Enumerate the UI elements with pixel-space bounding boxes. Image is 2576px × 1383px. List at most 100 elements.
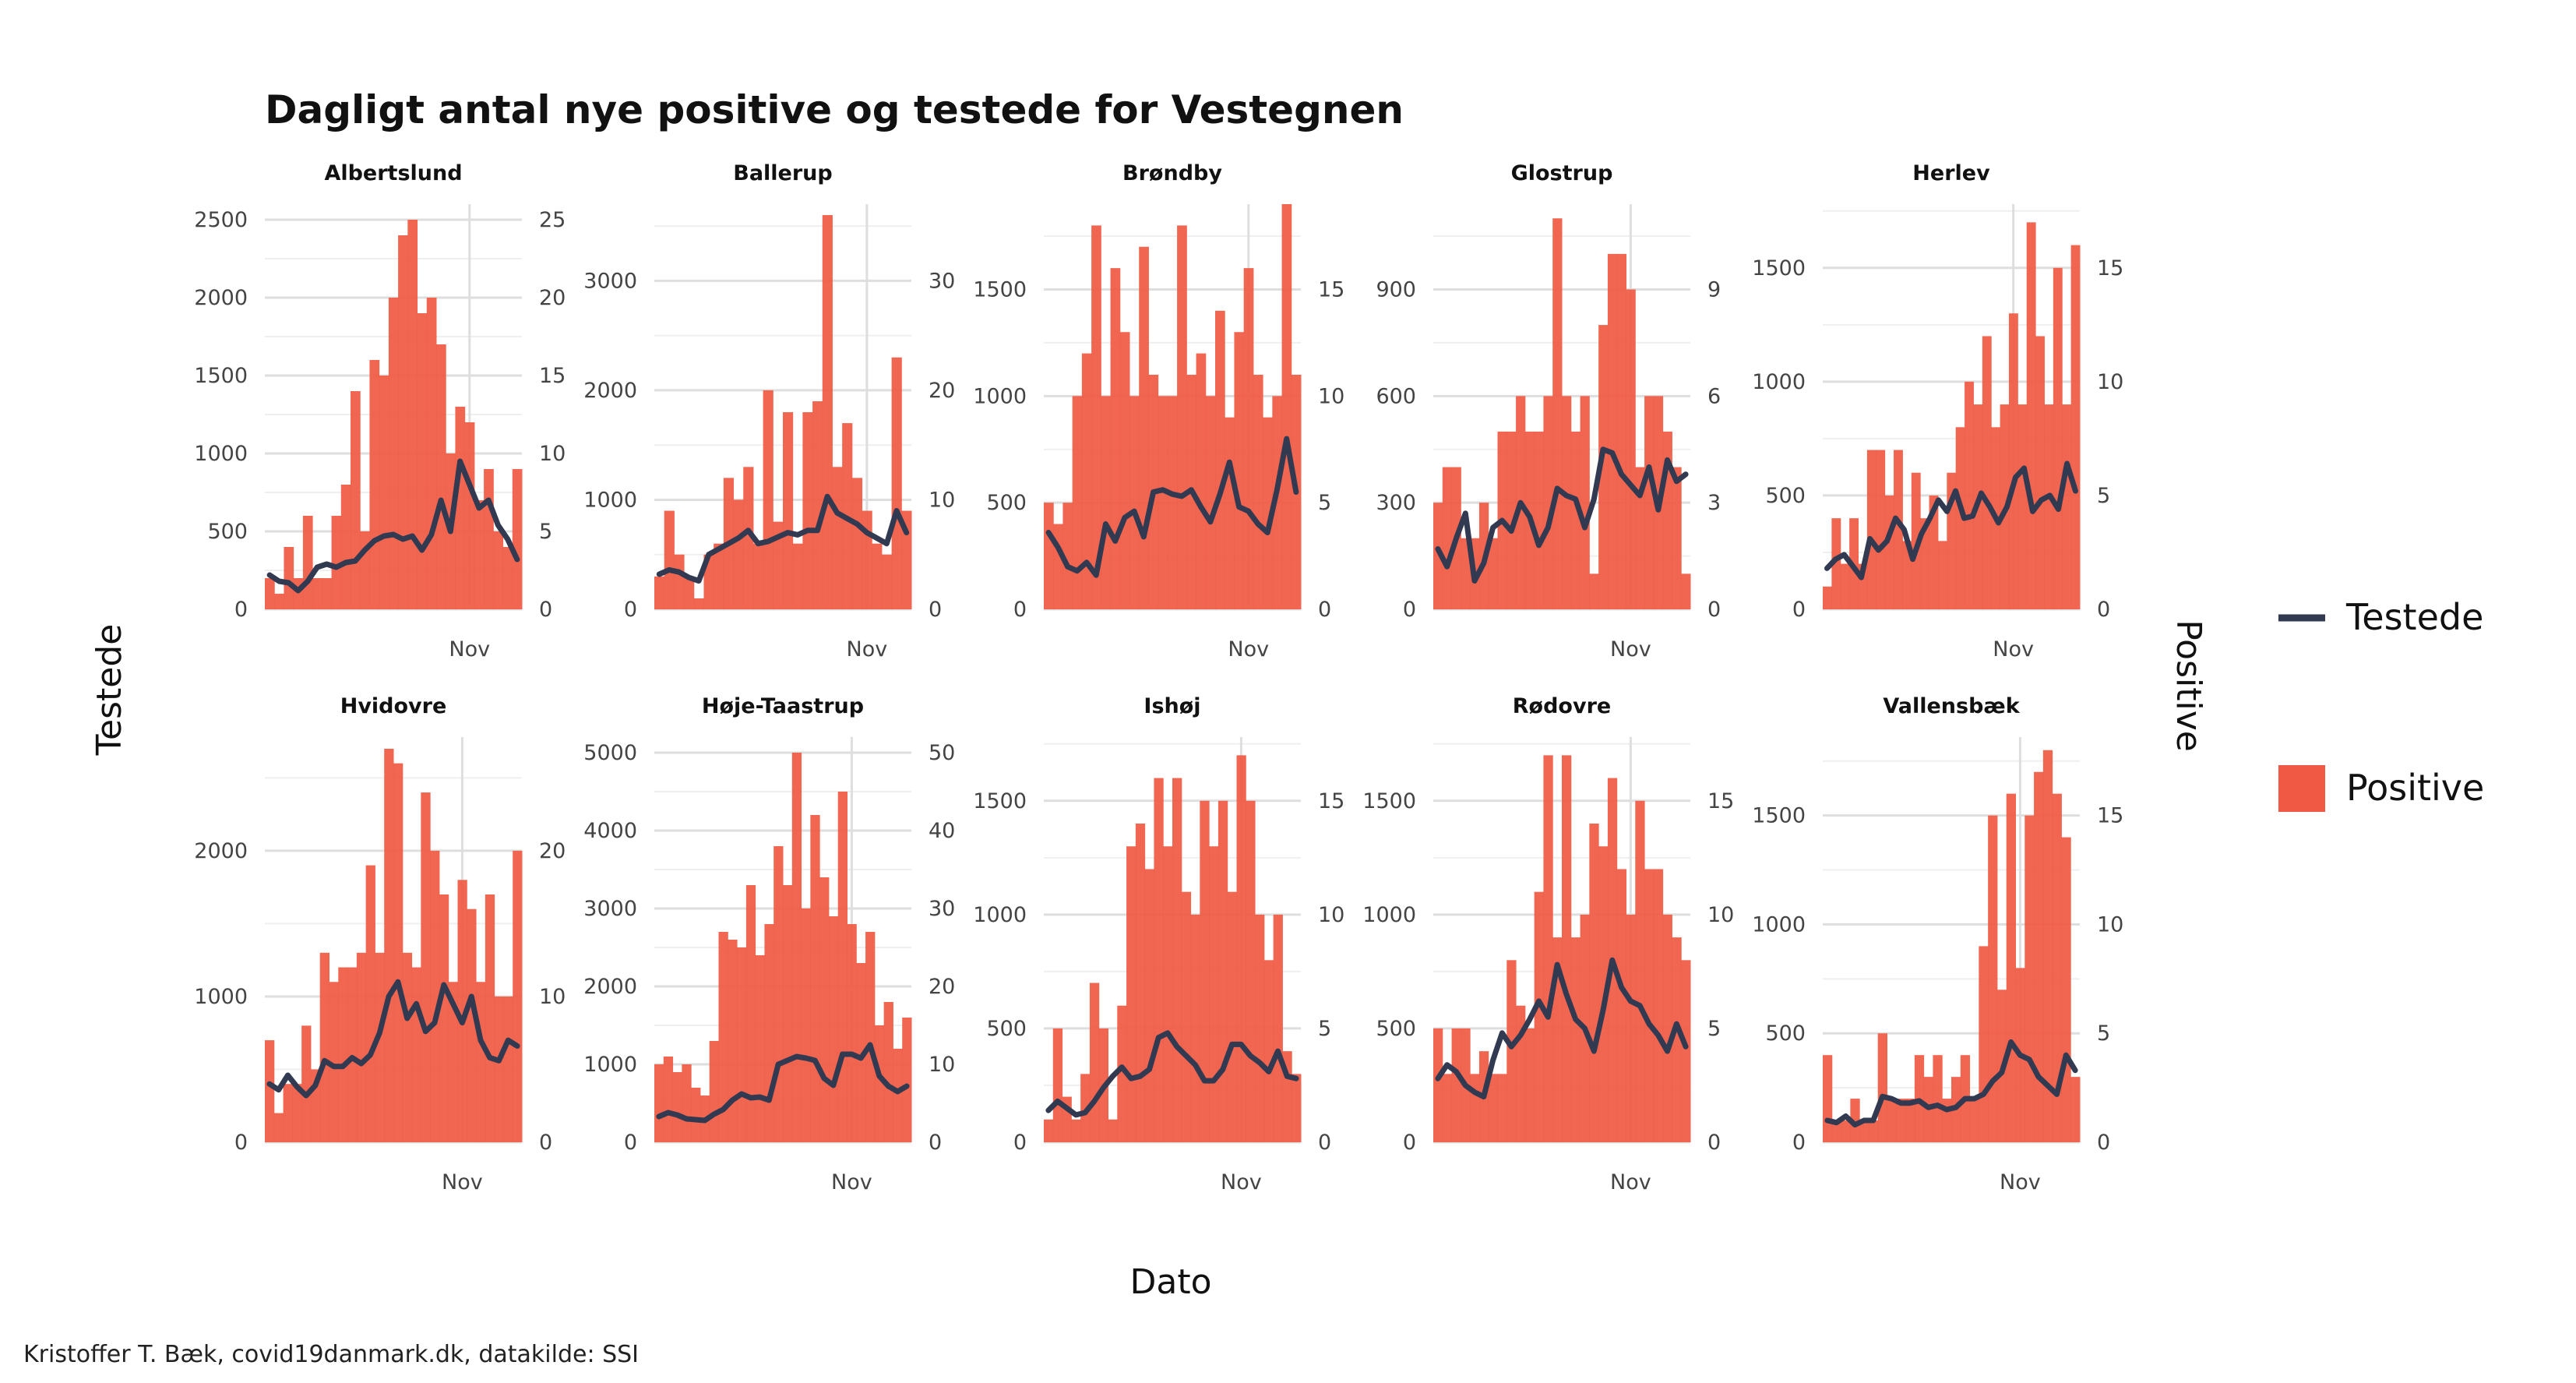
positive-bar (283, 1084, 293, 1142)
positive-bar (1190, 914, 1200, 1142)
positive-bar (402, 952, 413, 1142)
positive-bar (1081, 353, 1092, 609)
positive-bar (439, 894, 449, 1142)
positive-bar (365, 865, 375, 1142)
right-tick-label: 5 (1707, 1017, 1721, 1041)
y-axis-right-title: Positive (2169, 619, 2208, 752)
positive-bar (322, 578, 333, 609)
positive-bar (1154, 778, 1164, 1142)
left-tick-label: 0 (1403, 1131, 1416, 1155)
positive-bar (340, 485, 351, 609)
positive-bar (773, 521, 784, 609)
positive-bar (379, 376, 389, 609)
left-tick-label: 1500 (1362, 789, 1416, 813)
positive-bar (1920, 518, 1930, 609)
right-tick-label: 0 (929, 598, 942, 622)
positive-bar (1052, 1028, 1063, 1142)
positive-bar (728, 940, 738, 1142)
positive-bar (1858, 563, 1868, 609)
positive-bar (664, 510, 675, 609)
panel-title: Rødovre (1513, 694, 1611, 718)
positive-bar (1234, 332, 1245, 609)
positive-bar (2026, 222, 2036, 609)
positive-bar (1053, 524, 1063, 609)
positive-bar (1144, 869, 1154, 1142)
positive-bar (1225, 417, 1235, 609)
positive-bar (411, 967, 421, 1142)
positive-bar (1442, 467, 1453, 609)
left-tick-label: 0 (1792, 598, 1806, 622)
positive-bar (764, 924, 774, 1142)
positive-bar (1243, 268, 1254, 609)
x-tick-label: Nov (831, 1170, 872, 1194)
positive-bar (1488, 538, 1498, 609)
panel-vallensbæk: Vallensbæk 0 500 1000 1500 0 5 10 15 Nov (1752, 694, 2123, 1194)
positive-bar (901, 510, 912, 609)
right-tick-label: 15 (539, 364, 566, 388)
positive-bar (1129, 396, 1140, 609)
positive-bar (737, 947, 747, 1142)
positive-bar (1524, 1028, 1535, 1142)
left-tick-label: 1500 (1752, 804, 1806, 828)
panel-grid: Albertslund05001000150020002500051015202… (194, 161, 2123, 1194)
positive-bar (1119, 332, 1130, 609)
right-tick-label: 9 (1707, 277, 1721, 302)
positive-bar (1281, 204, 1292, 609)
positive-bar (421, 792, 431, 1142)
positive-bar (1196, 353, 1207, 609)
positive-bar (1177, 225, 1187, 609)
positive-bar (1831, 1120, 1842, 1142)
panel-ishøj: Ishøj 0 500 1000 1500 0 5 10 15 Nov (973, 694, 1344, 1194)
panel-brøndby: Brøndby 0 500 1000 1500 0 5 10 15 Nov (973, 161, 1344, 662)
positive-bar (1982, 336, 1992, 609)
right-tick-label: 0 (539, 1131, 552, 1155)
positive-bar (274, 594, 284, 609)
positive-bar (1126, 846, 1136, 1142)
positive-bar (1580, 396, 1590, 609)
positive-bar (1868, 1120, 1879, 1142)
positive-bar (1937, 541, 1947, 609)
positive-bar (1607, 253, 1618, 609)
positive-bar (1461, 538, 1471, 609)
right-tick-label: 0 (1318, 1131, 1331, 1155)
positive-bar (755, 955, 765, 1142)
left-tick-label: 1000 (973, 903, 1027, 927)
right-tick-label: 10 (1707, 903, 1734, 927)
positive-bar (791, 753, 802, 1142)
positive-bar (1598, 325, 1609, 609)
right-tick-label: 30 (929, 897, 955, 921)
positive-bar (891, 357, 902, 609)
right-tick-label: 15 (1318, 789, 1344, 813)
positive-bar (1506, 431, 1517, 609)
left-tick-label: 1000 (194, 985, 248, 1009)
positive-bar (1626, 289, 1636, 609)
positive-bar (2070, 245, 2081, 609)
positive-bar (2044, 404, 2054, 609)
positive-bar (1543, 396, 1553, 609)
left-tick-label: 0 (234, 1131, 248, 1155)
positive-bar (693, 598, 704, 609)
left-tick-label: 0 (1792, 1131, 1806, 1155)
positive-bar (691, 1088, 701, 1142)
left-tick-label: 1000 (973, 384, 1027, 408)
right-tick-label: 10 (1318, 903, 1344, 927)
testede-line (266, 979, 520, 1099)
positive-bar (347, 967, 358, 1142)
positive-bar (1616, 253, 1626, 609)
positive-bar (292, 1084, 302, 1142)
positive-bar (312, 578, 322, 609)
positive-bar (2017, 404, 2028, 609)
positive-bar (1110, 268, 1121, 609)
positive-bar (792, 543, 803, 609)
positive-bar (417, 313, 428, 609)
positive-bar (709, 1041, 719, 1142)
left-tick-label: 2000 (194, 839, 248, 863)
left-tick-label: 0 (1013, 1131, 1027, 1155)
x-tick-label: Nov (1993, 637, 2034, 662)
positive-bar (430, 850, 440, 1142)
positive-bar (2070, 1077, 2081, 1142)
positive-bar (1965, 381, 1974, 609)
positive-bar (1534, 891, 1544, 1142)
positive-bar (1218, 800, 1228, 1142)
